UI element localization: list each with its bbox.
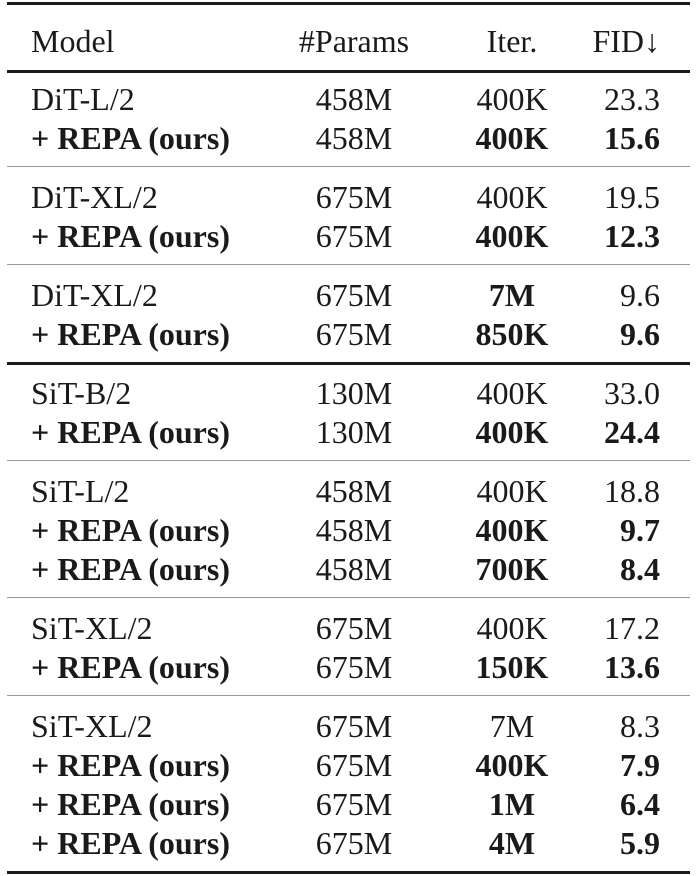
cell-fid: 8.3 (620, 708, 660, 744)
cell-model: + REPA (ours) (31, 825, 230, 861)
table-row: SiT-XL/2 675M 7M 8.3 (7, 707, 690, 746)
cell-model: + REPA (ours) (31, 512, 230, 548)
cell-iter: 850K (475, 316, 549, 352)
cell-params: 130M (315, 375, 393, 411)
cell-iter: 400K (475, 512, 549, 548)
cell-iter: 400K (476, 610, 548, 646)
cell-iter: 400K (475, 414, 549, 450)
cell-params: 675M (315, 218, 393, 254)
cell-model: SiT-XL/2 (31, 610, 153, 646)
cell-model: DiT-XL/2 (31, 179, 158, 215)
cell-fid: 33.0 (604, 375, 660, 411)
cell-iter: 400K (476, 375, 548, 411)
cell-fid: 15.6 (604, 120, 660, 156)
cell-iter: 700K (475, 551, 549, 587)
table-row: SiT-L/2 458M 400K 18.8 (7, 472, 690, 511)
group-separator (7, 264, 690, 265)
cell-fid: 12.3 (604, 218, 660, 254)
cell-fid: 17.2 (604, 610, 660, 646)
cell-iter: 400K (475, 747, 549, 783)
cell-params: 675M (315, 179, 393, 215)
cell-model: + REPA (ours) (31, 649, 230, 685)
table-row: + REPA (ours) 458M 700K 8.4 (7, 550, 690, 589)
header-fid: FID↓ (592, 23, 660, 59)
cell-model: SiT-B/2 (31, 375, 132, 411)
cell-fid: 6.4 (620, 786, 660, 822)
cell-fid: 5.9 (620, 825, 660, 861)
table-row: + REPA (ours) 675M 150K 13.6 (7, 648, 690, 687)
table-row: + REPA (ours) 675M 400K 7.9 (7, 746, 690, 785)
cell-iter: 400K (475, 120, 549, 156)
cell-params: 458M (315, 512, 393, 548)
table-row: + REPA (ours) 130M 400K 24.4 (7, 413, 690, 452)
cell-fid: 9.6 (620, 316, 660, 352)
cell-model: DiT-XL/2 (31, 277, 158, 313)
cell-model: + REPA (ours) (31, 316, 230, 352)
table-row: + REPA (ours) 675M 1M 6.4 (7, 785, 690, 824)
cell-model: + REPA (ours) (31, 218, 230, 254)
table-row: DiT-XL/2 675M 7M 9.6 (7, 276, 690, 315)
group-separator (7, 597, 690, 598)
table-row: + REPA (ours) 675M 400K 12.3 (7, 217, 690, 256)
header-iter: Iter. (486, 23, 538, 59)
cell-fid: 24.4 (604, 414, 660, 450)
cell-params: 675M (315, 708, 393, 744)
table-row: + REPA (ours) 458M 400K 15.6 (7, 119, 690, 158)
cell-params: 458M (315, 81, 393, 117)
cell-fid: 18.8 (604, 473, 660, 509)
cell-params: 458M (315, 551, 393, 587)
cell-params: 675M (315, 649, 393, 685)
cell-iter: 400K (476, 81, 548, 117)
table-row: DiT-L/2 458M 400K 23.3 (7, 80, 690, 119)
cell-model: SiT-XL/2 (31, 708, 153, 744)
group-separator (7, 460, 690, 461)
cell-model: + REPA (ours) (31, 414, 230, 450)
cell-iter: 150K (475, 649, 549, 685)
cell-model: + REPA (ours) (31, 747, 230, 783)
cell-fid: 9.6 (620, 277, 660, 313)
bottom-rule (7, 871, 690, 874)
cell-model: SiT-L/2 (31, 473, 130, 509)
group-separator (7, 166, 690, 167)
cell-params: 458M (315, 473, 393, 509)
table-row: + REPA (ours) 675M 4M 5.9 (7, 824, 690, 863)
cell-iter: 400K (475, 218, 549, 254)
cell-params: 675M (315, 277, 393, 313)
group-separator (7, 362, 690, 365)
header-rule (7, 70, 690, 73)
cell-model: + REPA (ours) (31, 120, 230, 156)
cell-params: 675M (315, 747, 393, 783)
header-model: Model (31, 23, 115, 59)
cell-iter: 7M (489, 708, 535, 744)
table-row: DiT-XL/2 675M 400K 19.5 (7, 178, 690, 217)
cell-fid: 19.5 (604, 179, 660, 215)
cell-iter: 400K (476, 179, 548, 215)
cell-fid: 9.7 (620, 512, 660, 548)
cell-params: 675M (315, 316, 393, 352)
cell-model: + REPA (ours) (31, 786, 230, 822)
cell-iter: 400K (476, 473, 548, 509)
table-row: SiT-B/2 130M 400K 33.0 (7, 374, 690, 413)
cell-fid: 23.3 (604, 81, 660, 117)
cell-model: DiT-L/2 (31, 81, 135, 117)
header-row: Model #Params Iter. FID↓ (7, 22, 690, 61)
cell-params: 458M (315, 120, 393, 156)
group-separator (7, 695, 690, 696)
cell-params: 675M (315, 825, 393, 861)
top-rule (7, 2, 690, 5)
cell-iter: 4M (488, 825, 536, 861)
table-row: + REPA (ours) 458M 400K 9.7 (7, 511, 690, 550)
cell-iter: 7M (488, 277, 536, 313)
cell-model: + REPA (ours) (31, 551, 230, 587)
cell-iter: 1M (488, 786, 536, 822)
cell-params: 130M (315, 414, 393, 450)
table-row: + REPA (ours) 675M 850K 9.6 (7, 315, 690, 354)
cell-fid: 7.9 (620, 747, 660, 783)
cell-params: 675M (315, 610, 393, 646)
table-row: SiT-XL/2 675M 400K 17.2 (7, 609, 690, 648)
cell-fid: 8.4 (620, 551, 660, 587)
header-params: #Params (298, 23, 410, 59)
cell-params: 675M (315, 786, 393, 822)
cell-fid: 13.6 (604, 649, 660, 685)
